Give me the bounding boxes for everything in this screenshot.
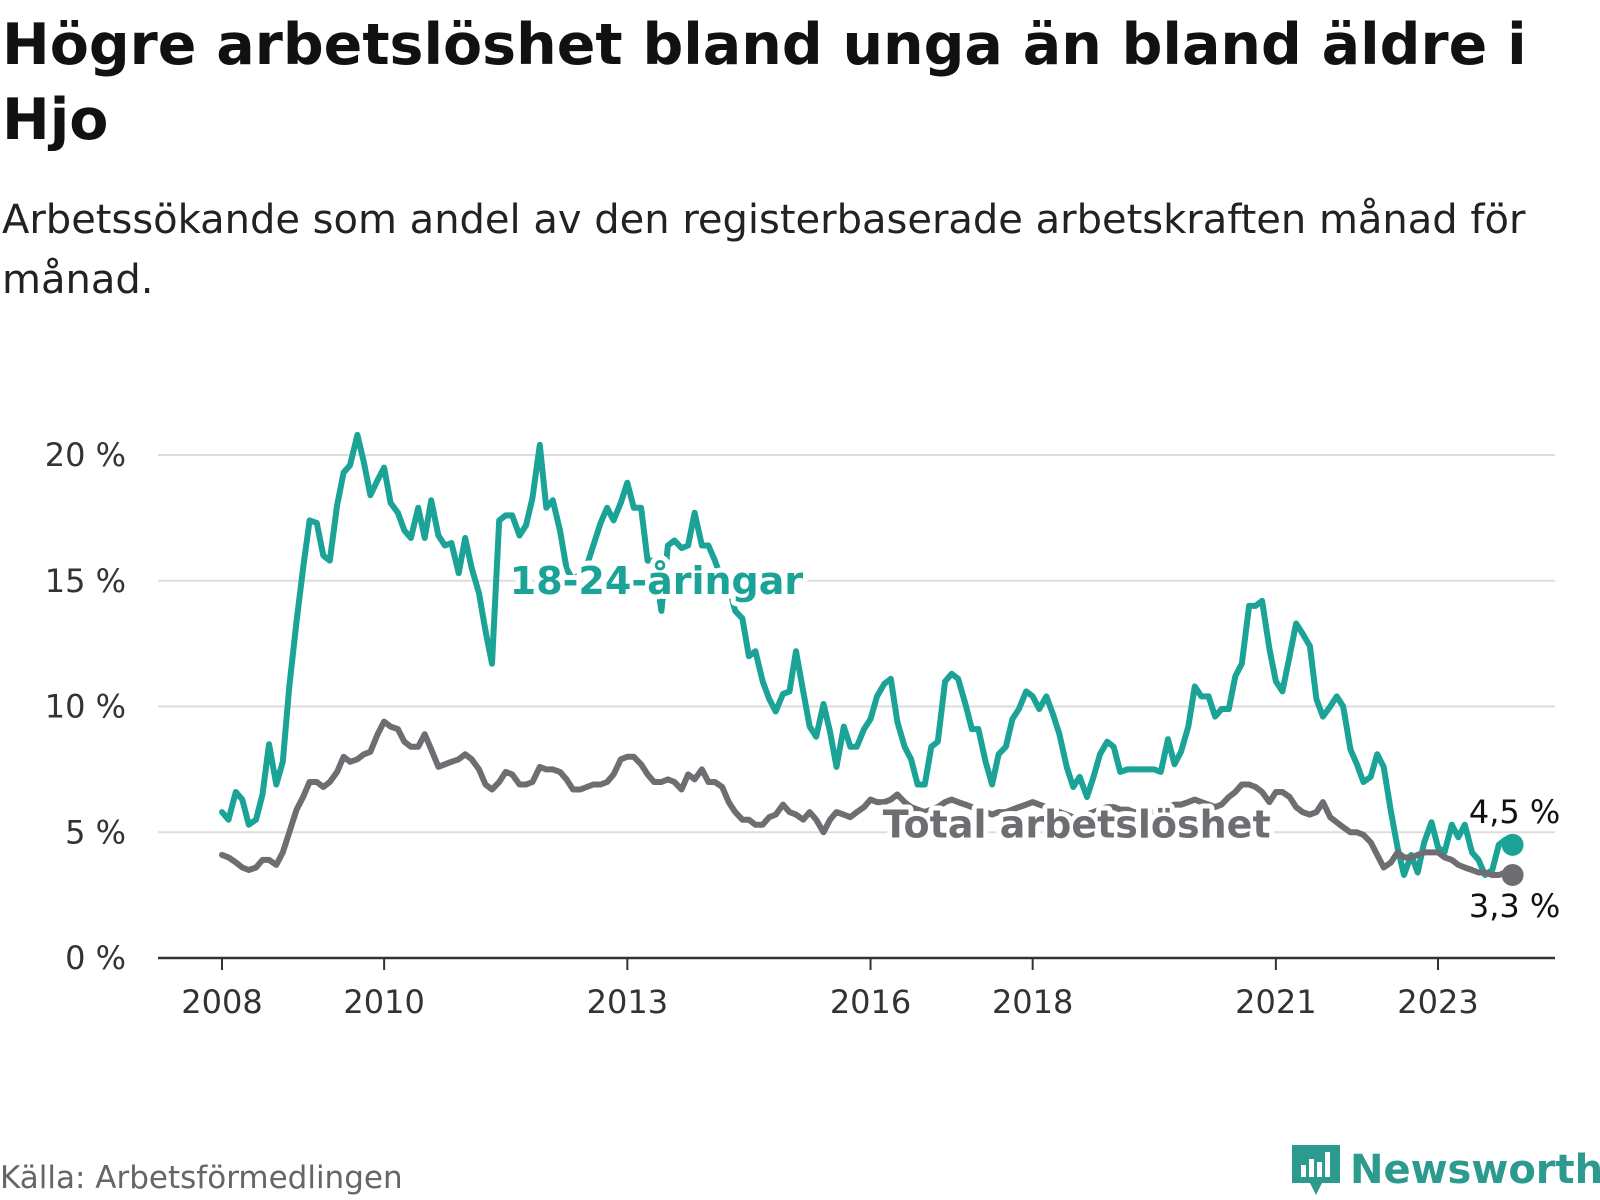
y-tick-label: 15 % [45, 562, 126, 600]
x-tick-label: 2008 [181, 983, 262, 1021]
series-lines [219, 431, 1524, 887]
chart-subtitle: Arbetssökande som andel av den registerb… [2, 197, 1526, 303]
gridlines [158, 454, 1555, 834]
source-note: Källa: Arbetsförmedlingen [0, 1160, 403, 1196]
y-tick-label: 0 % [65, 939, 126, 977]
x-tick-label: 2018 [992, 983, 1073, 1021]
total-series-label: Total arbetslöshet [883, 803, 1271, 847]
chart-title: Högre arbetslöshet bland unga än bland ä… [2, 12, 1527, 153]
total-end-label: 3,3 % [1469, 887, 1560, 925]
brand-name: Newsworthy [1350, 1147, 1600, 1193]
line-chart: 0 % 5 % 10 % 15 % 20 % 2008 2010 2013 2016 2018 20… [44, 431, 1565, 1021]
youth-end-label: 4,5 % [1469, 793, 1560, 831]
axes: 0 % 5 % 10 % 15 % 20 % 2008 2010 2013 2016 2018 20… [45, 436, 1555, 1021]
newsworthy-logo-icon [1292, 1145, 1340, 1195]
x-tick-label: 2016 [830, 983, 911, 1021]
y-tick-label: 20 % [45, 436, 126, 474]
x-tick-label: 2021 [1235, 983, 1316, 1021]
x-tick-label: 2023 [1397, 983, 1478, 1021]
youth-series-line [219, 431, 1516, 878]
series-labels: 18-24-åringar Total arbetslöshet 4,5 % 3,3 … [505, 554, 1565, 929]
youth-end-dot [1501, 833, 1524, 856]
youth-series-label: 18-24-åringar [510, 559, 804, 603]
newsworthy-logo: Newsworthy [1290, 1140, 1600, 1200]
y-tick-label: 10 % [45, 688, 126, 726]
total-series-line [219, 718, 1516, 878]
total-end-dot [1501, 864, 1524, 887]
x-tick-label: 2013 [587, 983, 668, 1021]
x-tick-label: 2010 [343, 983, 424, 1021]
y-tick-label: 5 % [65, 813, 126, 851]
